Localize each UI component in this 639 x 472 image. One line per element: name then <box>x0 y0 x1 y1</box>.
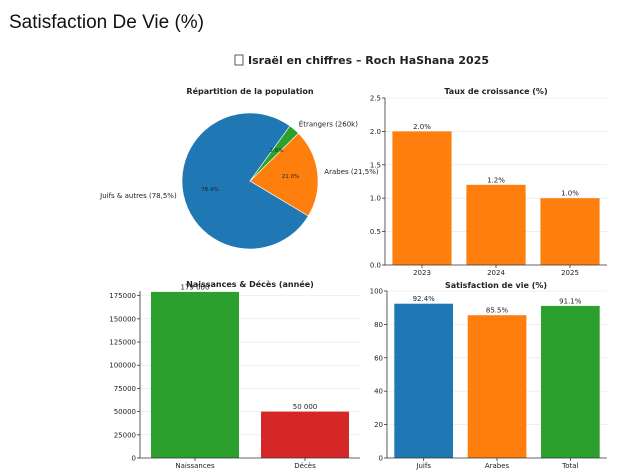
figure-title: Israël en chiffres – Roch HaShana 2025 <box>234 54 489 67</box>
flag-icon <box>234 54 244 66</box>
births-xtick-label: Décès <box>294 462 316 470</box>
pie-slice-label: Juifs & autres (78,5%) <box>99 192 177 200</box>
births-ytick-label: 0 <box>132 455 136 463</box>
pie-slice <box>249 125 299 182</box>
satisfaction-ytick-label: 0 <box>379 455 383 463</box>
pie-slice <box>181 112 309 250</box>
growth-bar <box>540 198 600 265</box>
growth-chart: Taux de croissance (%) 0.0 0.5 1.0 1.5 2.0 2.… <box>370 87 607 277</box>
pie-title: Répartition de la population <box>186 86 313 96</box>
page-heading: Satisfaction De Vie (%) <box>9 12 205 33</box>
births-ytick-label: 175000 <box>109 292 136 300</box>
figure-title-text: Israël en chiffres – Roch HaShana 2025 <box>248 54 489 67</box>
growth-bar <box>392 131 452 265</box>
births-ytick-label: 75000 <box>114 385 136 393</box>
growth-xtick-label: 2023 <box>413 269 431 277</box>
births-ytick-label: 100000 <box>109 362 136 370</box>
births-ytick-label: 150000 <box>109 315 136 323</box>
satisfaction-title: Satisfaction de vie (%) <box>445 281 547 290</box>
growth-value-label: 2.0% <box>413 123 431 131</box>
satisfaction-xtick-label: Arabes <box>485 462 510 470</box>
growth-bar <box>466 184 526 265</box>
births-deaths-chart: Naissances & Décès (année) 0 25000 50000 75… <box>109 279 360 470</box>
births-ytick-label: 50000 <box>114 408 136 416</box>
growth-ytick-label: 0.0 <box>370 262 381 270</box>
births-ytick-label: 25000 <box>114 431 136 439</box>
satisfaction-chart: Satisfaction de vie (%) 0 20 40 60 80 100 92.4… <box>370 281 607 470</box>
births-xtick-label: Naissances <box>175 462 215 470</box>
growth-ytick-label: 1.0 <box>370 195 381 203</box>
growth-value-label: 1.2% <box>487 176 505 184</box>
pie-pct-label: 21.0% <box>282 174 299 180</box>
satisfaction-value-label: 92.4% <box>413 295 436 303</box>
satisfaction-ytick-label: 60 <box>374 354 383 362</box>
growth-value-label: 1.0% <box>561 190 579 198</box>
satisfaction-bar <box>394 303 453 458</box>
satisfaction-ytick-label: 100 <box>370 288 383 296</box>
pie-slice-label: Étrangers (260k) <box>299 119 358 128</box>
growth-xtick-label: 2025 <box>561 269 579 277</box>
births-bar <box>151 291 239 458</box>
pie-slice-label: Arabes (21,5%) <box>324 168 379 176</box>
satisfaction-ytick-label: 80 <box>374 321 383 329</box>
pie-pct-label: 76.4% <box>201 187 218 193</box>
figure-canvas: Israël en chiffres – Roch HaShana 2025 R… <box>99 54 607 470</box>
pie-slice <box>249 132 319 217</box>
births-value-label: 50 000 <box>293 403 318 411</box>
satisfaction-ytick-label: 40 <box>374 388 383 396</box>
satisfaction-bar <box>467 315 527 458</box>
satisfaction-ytick-label: 20 <box>374 421 383 429</box>
satisfaction-bar <box>541 305 600 458</box>
growth-ytick-label: 1.5 <box>370 161 381 169</box>
births-ytick-label: 125000 <box>109 339 136 347</box>
satisfaction-value-label: 85.5% <box>486 307 509 315</box>
births-deaths-title: Naissances & Décès (année) <box>186 279 314 289</box>
satisfaction-xtick-label: Total <box>561 462 578 470</box>
growth-ytick-label: 0.5 <box>370 228 381 236</box>
pie-pct-label: 2.6% <box>270 148 284 154</box>
satisfaction-value-label: 91.1% <box>559 297 582 305</box>
births-value-label: 179 000 <box>181 283 210 291</box>
births-bar <box>261 411 349 458</box>
growth-ytick-label: 2.0 <box>370 128 381 136</box>
growth-xtick-label: 2024 <box>487 269 505 277</box>
growth-title: Taux de croissance (%) <box>444 87 547 96</box>
figure: Israël en chiffres – Roch HaShana 2025 R… <box>0 40 639 472</box>
satisfaction-xtick-label: Juifs <box>415 462 431 470</box>
growth-ytick-label: 2.5 <box>370 95 381 103</box>
pie-chart: Répartition de la population 76.4% Juifs … <box>99 86 379 250</box>
